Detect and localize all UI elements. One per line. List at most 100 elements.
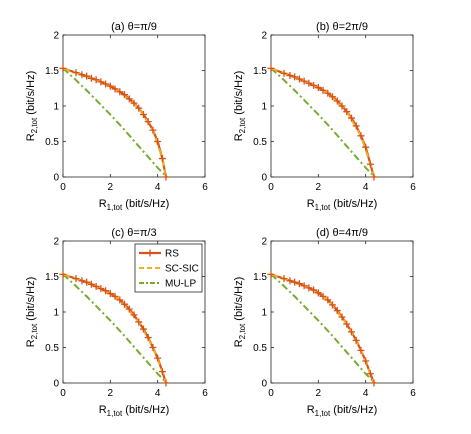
y-label-main: R <box>233 133 245 141</box>
x-tick-label: 4 <box>363 182 369 193</box>
x-tick-label: 4 <box>155 388 161 399</box>
rs-point-marker <box>305 79 313 87</box>
x-label-unit: (bit/s/Hz) <box>122 404 169 416</box>
y-tick-label: 1 <box>261 308 267 319</box>
rs-point-marker <box>295 280 303 288</box>
rs-point-marker <box>291 278 299 286</box>
y-tick-label: 0 <box>53 173 59 184</box>
y-tick-label: 1.5 <box>253 272 267 283</box>
x-axis-label: R1,tot (bit/s/Hz) <box>99 404 170 418</box>
series-line-mu-lp <box>270 273 376 384</box>
rs-point-marker <box>102 287 110 295</box>
rs-point-marker <box>324 296 332 304</box>
rs-point-marker <box>352 336 360 344</box>
y-label-sub: 2,tot <box>30 117 39 133</box>
rs-point-marker <box>338 102 346 110</box>
y-label-unit: (bit/s/Hz) <box>25 71 37 118</box>
rs-point-marker <box>139 325 147 333</box>
x-tick-label: 0 <box>268 388 274 399</box>
y-axis-label: R2,tot (bit/s/Hz) <box>233 71 247 142</box>
chart-panel-4: 0 2 4 600.511.52(d) θ=4π/9R1,tot (bit/s/Hz)… <box>233 227 416 418</box>
chart-panel-2: 0 2 4 600.511.52(b) θ=2π/9R1,tot (bit/s/Hz)… <box>233 21 416 212</box>
rs-point-marker <box>295 75 303 83</box>
y-label-main: R <box>25 339 37 347</box>
y-tick-label: 0.5 <box>45 343 59 354</box>
rs-point-marker <box>78 277 86 285</box>
rs-point-marker <box>121 91 129 99</box>
rs-point-marker <box>370 173 378 181</box>
rs-point-marker <box>286 71 294 79</box>
rs-point-marker <box>106 290 114 298</box>
rs-point-marker <box>343 320 351 328</box>
rs-point-marker <box>357 346 365 354</box>
rs-point-marker <box>300 282 308 290</box>
rs-point-marker <box>347 328 355 336</box>
rs-point-marker <box>314 84 322 92</box>
rs-point-marker <box>59 64 67 72</box>
x-label-unit: (bit/s/Hz) <box>330 404 377 416</box>
y-axis-label: R2,tot (bit/s/Hz) <box>25 71 39 142</box>
legend-label: RS <box>165 249 179 260</box>
rs-point-marker <box>144 334 152 342</box>
rs-point-marker <box>102 80 110 88</box>
rs-point-marker <box>267 270 275 278</box>
x-label-main: R <box>99 198 107 210</box>
legend-label: MU-LP <box>165 279 196 290</box>
legend-marker <box>146 249 154 257</box>
rs-point-marker <box>72 69 80 77</box>
x-tick-label: 2 <box>316 388 322 399</box>
legend-label: SC-SIC <box>165 264 199 275</box>
rs-point-marker <box>280 275 288 283</box>
rs-point-marker <box>149 126 157 134</box>
rs-point-marker <box>310 81 318 89</box>
rs-point-marker <box>357 132 365 140</box>
y-axis-label: R2,tot (bit/s/Hz) <box>233 277 247 348</box>
rs-point-marker <box>125 95 133 103</box>
x-tick-label: 2 <box>316 182 322 193</box>
y-tick-label: 0.5 <box>253 343 267 354</box>
y-tick-label: 1 <box>53 102 59 113</box>
y-tick-label: 1 <box>53 308 59 319</box>
x-tick-label: 6 <box>202 388 208 399</box>
rs-point-marker <box>116 88 124 96</box>
rs-point-marker <box>329 93 337 101</box>
rs-point-marker <box>154 354 162 362</box>
rs-point-marker <box>130 99 138 107</box>
y-tick-label: 1.5 <box>45 272 59 283</box>
x-tick-label: 4 <box>363 388 369 399</box>
y-label-unit: (bit/s/Hz) <box>25 277 37 324</box>
chart-panel-3: 0 2 4 600.511.52(c) θ=π/3R1,tot (bit/s/Hz)R… <box>25 227 208 418</box>
rs-point-marker <box>366 160 374 168</box>
rs-point-marker <box>319 86 327 94</box>
x-label-main: R <box>307 198 315 210</box>
y-label-sub: 2,tot <box>238 117 247 133</box>
y-tick-label: 1.5 <box>45 66 59 77</box>
rs-point-marker <box>125 305 133 313</box>
rs-point-marker <box>92 76 100 84</box>
rs-point-marker <box>280 69 288 77</box>
rs-point-marker <box>83 72 91 80</box>
rs-point-marker <box>78 71 86 79</box>
x-tick-label: 6 <box>202 182 208 193</box>
y-tick-label: 2 <box>53 237 59 248</box>
rs-point-marker <box>370 379 378 387</box>
rs-point-marker <box>329 301 337 309</box>
rs-point-marker <box>106 82 114 90</box>
x-tick-label: 4 <box>155 182 161 193</box>
x-tick-label: 0 <box>268 182 274 193</box>
rs-point-marker <box>162 379 170 387</box>
x-label-unit: (bit/s/Hz) <box>330 198 377 210</box>
rs-point-marker <box>310 286 318 294</box>
chart-panel-1: 0 2 4 600.511.52(a) θ=π/9R1,tot (bit/s/Hz)R… <box>25 21 208 212</box>
y-label-unit: (bit/s/Hz) <box>233 277 245 324</box>
x-label-sub: 1,tot <box>315 409 331 418</box>
rs-point-marker <box>92 282 100 290</box>
x-tick-label: 6 <box>410 182 416 193</box>
rs-point-marker <box>87 74 95 82</box>
rs-point-marker <box>300 77 308 85</box>
rs-point-marker <box>314 289 322 297</box>
x-tick-label: 2 <box>108 182 114 193</box>
rs-point-marker <box>158 155 166 163</box>
rs-point-marker <box>362 143 370 151</box>
rs-point-marker <box>83 278 91 286</box>
